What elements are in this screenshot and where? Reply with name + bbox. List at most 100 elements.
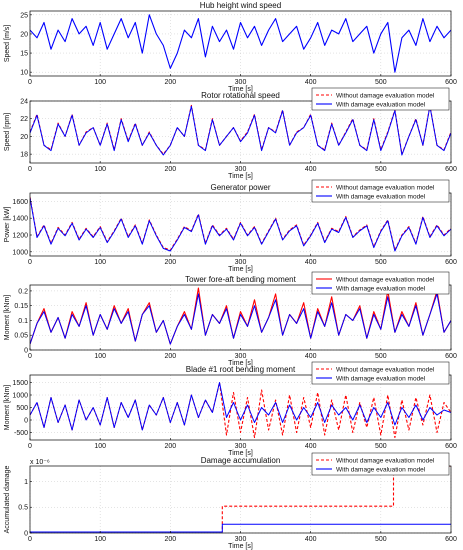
x-tick-label: 600 [445, 79, 457, 86]
x-tick-label: 400 [305, 79, 317, 86]
legend: Without damage evaluation model With dama… [311, 361, 450, 385]
x-tick-label: 100 [94, 353, 106, 360]
y-axis-label: Speed [m/s] [4, 25, 11, 62]
x-axis-label: Time [s] [228, 266, 253, 273]
x-tick-label: 100 [94, 166, 106, 173]
series-group [30, 14, 451, 73]
legend-label-2: With damage evaluation model [336, 467, 426, 474]
series-group [30, 381, 451, 439]
legend-label-2: With damage evaluation model [336, 102, 426, 109]
x-axis-label: Time [s] [228, 86, 253, 93]
plot-area [30, 193, 451, 256]
x-tick-label: 300 [235, 536, 247, 543]
legend-label-1: Without damage evaluation model [336, 93, 435, 100]
y-tick-label: 20 [20, 31, 28, 38]
x-tick-label: 300 [235, 259, 247, 266]
y-axis-label: Moment [kNm] [4, 385, 11, 431]
series-group [30, 197, 451, 252]
chart-title: Hub height wind speed [200, 1, 281, 10]
y-tick-label: 0 [24, 531, 28, 538]
legend-label-2: With damage evaluation model [336, 376, 426, 383]
x-tick-label: 0 [28, 443, 32, 450]
chart-panel-6: Damage accumulation 0 100 200 300 400 500 600 0 0… [4, 452, 457, 550]
series-line-2 [30, 523, 451, 533]
y-tick-label: 25 [20, 12, 28, 19]
y-tick-label: 0.15 [14, 303, 28, 310]
x-axis-label: Time [s] [228, 450, 253, 457]
x-axis-label: Time [s] [228, 360, 253, 367]
x-tick-label: 0 [28, 79, 32, 86]
x-tick-label: 600 [445, 536, 457, 543]
y-axis-label: Power [kW] [4, 207, 11, 243]
y-tick-label: 500 [16, 405, 28, 412]
x-tick-label: 100 [94, 443, 106, 450]
y-tick-label: 1200 [12, 233, 28, 240]
chart-title: Damage accumulation [201, 456, 281, 465]
y-tick-label: 0.2 [18, 288, 28, 295]
y-tick-label: 0 [24, 348, 28, 355]
legend: Without damage evaluation model With dama… [311, 87, 450, 111]
legend-box [311, 179, 450, 203]
legend-box [311, 452, 450, 476]
x-tick-label: 500 [375, 166, 387, 173]
chart-panel-2: Rotor rotational speed 0 100 200 300 400 500 60… [4, 87, 457, 180]
x-tick-label: 200 [164, 259, 176, 266]
x-tick-label: 300 [235, 353, 247, 360]
x-tick-label: 400 [305, 353, 317, 360]
legend-label-1: Without damage evaluation model [336, 185, 435, 192]
y-tick-label: 1500 [12, 380, 28, 387]
y-tick-label: 1 [24, 479, 28, 486]
y-tick-label: 0.05 [14, 333, 28, 340]
series-group [30, 287, 451, 345]
y-tick-label: 20 [20, 134, 28, 141]
legend: Without damage evaluation model With dama… [311, 452, 450, 476]
x-tick-label: 0 [28, 536, 32, 543]
y-tick-label: 1000 [12, 249, 28, 256]
legend: Without damage evaluation model With dama… [311, 271, 450, 295]
y-tick-label: 0.1 [18, 318, 28, 325]
chart-title: Tower fore-aft bending moment [185, 275, 297, 284]
y-tick-label: 24 [20, 99, 28, 106]
x-tick-label: 0 [28, 166, 32, 173]
y-axis-label: Speed [rpm] [4, 113, 11, 151]
chart-title: Generator power [210, 183, 270, 192]
x-tick-label: 500 [375, 536, 387, 543]
chart-panel-4: Tower fore-aft bending moment 0 100 200 300 4… [4, 271, 457, 367]
x-tick-label: 500 [375, 353, 387, 360]
series-line-2 [30, 293, 451, 345]
y-tick-label: 10 [20, 70, 28, 77]
legend: Without damage evaluation model With dama… [311, 179, 450, 203]
y-tick-label: 18 [20, 152, 28, 159]
x-tick-label: 100 [94, 536, 106, 543]
legend-label-1: Without damage evaluation model [336, 367, 435, 374]
y-tick-label: 0.5 [18, 505, 28, 512]
series-group [30, 466, 451, 533]
legend-box [311, 361, 450, 385]
x-tick-label: 200 [164, 443, 176, 450]
x-tick-label: 500 [375, 79, 387, 86]
x-tick-label: 500 [375, 259, 387, 266]
chart-title: Blade #1 root bending moment [186, 365, 296, 374]
chart-title: Rotor rotational speed [201, 91, 280, 100]
x-tick-label: 100 [94, 259, 106, 266]
y-axis-label: Accumulated damage [4, 466, 11, 534]
x-tick-label: 0 [28, 259, 32, 266]
x-tick-label: 200 [164, 536, 176, 543]
legend-label-1: Without damage evaluation model [336, 277, 435, 284]
chart-panel-1: Hub height wind speed 0 100 200 300 400 500 600… [4, 1, 457, 93]
x-tick-label: 300 [235, 443, 247, 450]
legend-label-2: With damage evaluation model [336, 194, 426, 201]
legend-box [311, 87, 450, 111]
y-tick-label: 15 [20, 51, 28, 58]
y-tick-label: 1400 [12, 216, 28, 223]
legend-label-1: Without damage evaluation model [336, 458, 435, 465]
series-line-2 [30, 197, 451, 252]
series-line-2 [30, 105, 451, 156]
series-line-1 [30, 14, 451, 73]
x-tick-label: 600 [445, 259, 457, 266]
x-tick-label: 400 [305, 536, 317, 543]
x-tick-label: 300 [235, 79, 247, 86]
y-axis-label: Moment [kNm] [4, 295, 11, 341]
y-tick-label: 1600 [12, 199, 28, 206]
